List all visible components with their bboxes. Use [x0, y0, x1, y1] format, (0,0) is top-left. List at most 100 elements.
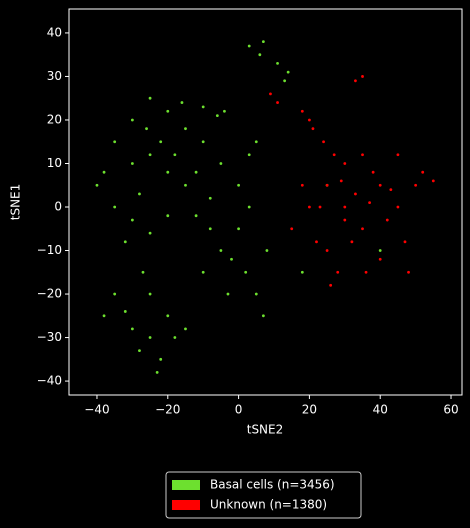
point — [148, 153, 152, 157]
point — [223, 109, 226, 113]
point — [261, 314, 265, 318]
point — [166, 109, 170, 113]
x-tick-label: 60 — [443, 403, 458, 417]
point — [361, 153, 364, 157]
point — [184, 127, 187, 131]
point — [247, 205, 251, 209]
point — [113, 205, 117, 209]
point — [237, 227, 240, 231]
point — [378, 257, 382, 261]
point — [343, 162, 347, 165]
point — [201, 105, 205, 109]
point — [283, 79, 287, 83]
point — [173, 336, 177, 339]
point — [141, 270, 145, 274]
point — [194, 170, 198, 174]
point — [184, 327, 187, 331]
point — [184, 183, 187, 187]
legend-swatch — [172, 500, 200, 510]
point — [166, 170, 170, 174]
point — [315, 240, 318, 244]
point — [201, 270, 205, 274]
point — [113, 140, 117, 144]
point — [354, 192, 357, 196]
point — [130, 162, 134, 165]
point — [230, 257, 233, 261]
point — [123, 240, 127, 244]
point — [300, 183, 304, 187]
point — [396, 205, 400, 209]
point — [219, 162, 223, 165]
point — [325, 249, 329, 252]
point — [290, 227, 294, 231]
point — [286, 70, 290, 74]
point — [102, 170, 106, 174]
x-tick-label: −20 — [155, 403, 180, 417]
point — [421, 170, 425, 174]
point — [208, 196, 212, 200]
point — [368, 201, 371, 205]
legend — [165, 471, 362, 519]
point — [276, 101, 279, 104]
x-tick-label: 20 — [302, 403, 317, 417]
y-tick-label: −40 — [37, 374, 62, 388]
point — [350, 240, 354, 244]
point — [308, 118, 311, 122]
point — [226, 292, 230, 296]
y-tick-label: 40 — [47, 25, 62, 39]
point — [407, 270, 410, 274]
y-tick-label: 20 — [47, 112, 62, 126]
point — [361, 75, 364, 78]
point — [148, 231, 152, 235]
point — [102, 314, 106, 318]
point — [155, 370, 159, 374]
point — [318, 205, 322, 209]
point — [95, 183, 99, 187]
x-tick-label: 40 — [373, 403, 388, 417]
x-axis-label: tSNE2 — [247, 423, 284, 437]
point — [159, 357, 163, 361]
point — [247, 153, 251, 157]
point — [378, 249, 382, 252]
point — [300, 270, 304, 274]
y-tick-label: −20 — [37, 287, 62, 301]
point — [258, 53, 262, 57]
point — [378, 183, 382, 187]
legend-label: Unknown (n=1380) — [210, 498, 327, 512]
point — [166, 214, 170, 218]
point — [138, 192, 141, 196]
point — [308, 205, 311, 209]
point — [311, 127, 315, 131]
point — [148, 336, 152, 339]
point — [194, 214, 198, 218]
point — [396, 153, 400, 157]
y-tick-label: 30 — [47, 69, 62, 83]
point — [148, 96, 152, 100]
point — [329, 283, 333, 287]
point — [130, 327, 134, 331]
point — [276, 61, 279, 65]
point — [385, 218, 389, 222]
point — [371, 170, 375, 174]
x-tick-label: 0 — [235, 403, 243, 417]
point — [130, 118, 134, 122]
y-tick-label: 0 — [54, 200, 62, 214]
point — [265, 249, 269, 252]
point — [322, 140, 325, 144]
point — [364, 270, 368, 274]
point — [343, 218, 347, 222]
point — [180, 101, 184, 104]
point — [123, 310, 127, 313]
point — [130, 218, 134, 222]
point — [389, 188, 393, 191]
y-axis-label: tSNE1 — [9, 184, 23, 221]
point — [254, 140, 258, 144]
point — [244, 270, 248, 274]
point — [148, 292, 152, 296]
point — [173, 153, 177, 157]
y-tick-label: 10 — [47, 156, 62, 170]
point — [261, 40, 265, 44]
legend-label: Basal cells (n=3456) — [210, 478, 335, 492]
